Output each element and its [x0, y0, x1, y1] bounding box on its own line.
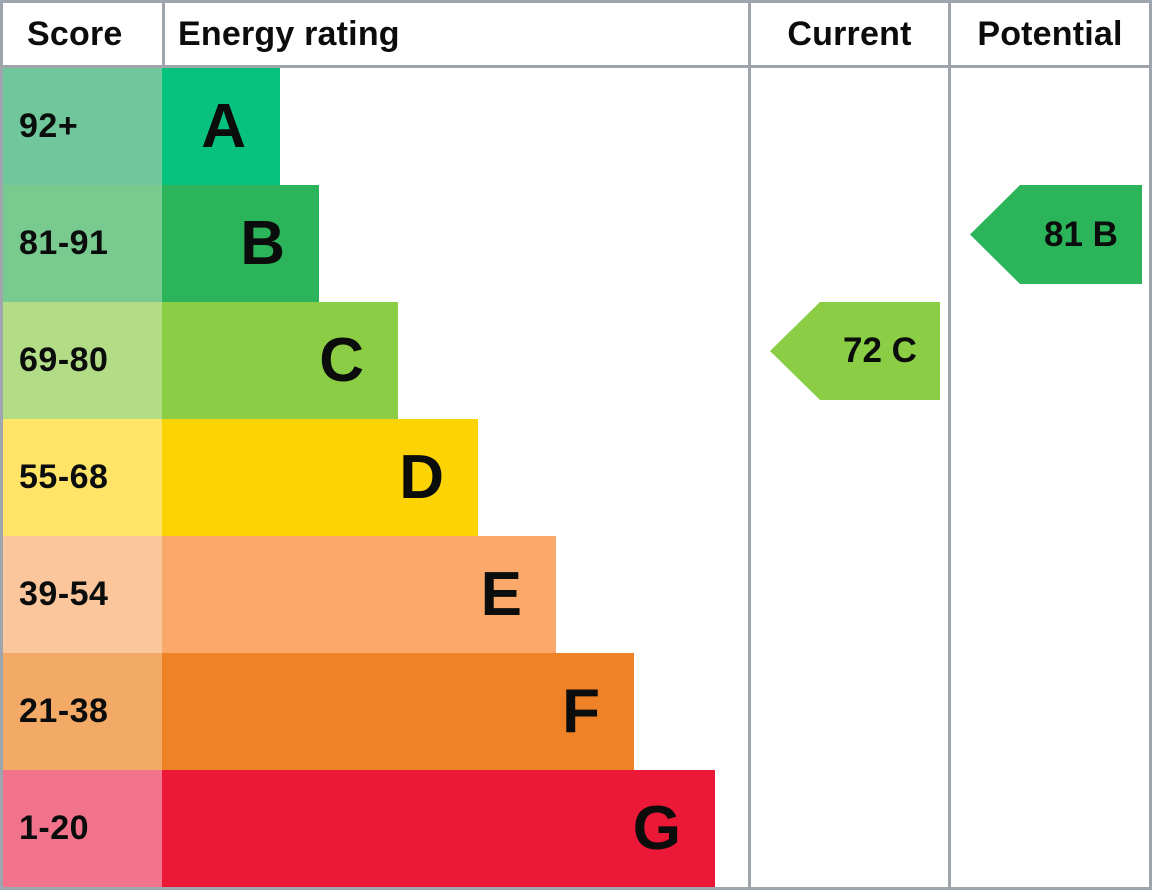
- header-score: Score: [27, 14, 123, 53]
- rating-bar: E: [162, 536, 556, 653]
- rating-letter: G: [632, 793, 681, 863]
- score-range-label: 39-54: [19, 575, 109, 613]
- current-column-divider: [748, 3, 751, 887]
- score-range-label: 92+: [19, 107, 79, 145]
- rating-band-row: 39-54 E: [3, 536, 748, 653]
- score-range-cell: 39-54: [3, 536, 162, 653]
- rating-letter: C: [319, 325, 364, 395]
- score-range-cell: 81-91: [3, 185, 162, 302]
- rating-letter: B: [240, 208, 285, 278]
- rating-letter: F: [562, 676, 600, 746]
- header-current: Current: [787, 14, 912, 53]
- rating-bar: A: [162, 68, 280, 185]
- rating-letter: A: [201, 91, 246, 161]
- header-potential: Potential: [977, 14, 1123, 53]
- score-range-label: 69-80: [19, 341, 109, 379]
- potential-rating-arrow: 81 B: [970, 185, 1142, 284]
- score-range-cell: 92+: [3, 68, 162, 185]
- rating-letter: E: [480, 559, 522, 629]
- rating-band-row: 92+ A: [3, 68, 748, 185]
- score-range-cell: 1-20: [3, 770, 162, 887]
- header-divider-line: [3, 65, 1149, 68]
- rating-bar: B: [162, 185, 319, 302]
- rating-band-row: 1-20 G: [3, 770, 748, 887]
- rating-band-row: 69-80 C: [3, 302, 748, 419]
- score-range-cell: 21-38: [3, 653, 162, 770]
- score-range-label: 81-91: [19, 224, 109, 262]
- header-energy-rating: Energy rating: [178, 14, 400, 53]
- potential-rating-label: 81 B: [1044, 214, 1118, 254]
- score-column-divider: [162, 3, 165, 65]
- rating-letter: D: [399, 442, 444, 512]
- rating-band-row: 81-91 B: [3, 185, 748, 302]
- rating-band-row: 55-68 D: [3, 419, 748, 536]
- score-range-label: 1-20: [19, 809, 90, 847]
- score-range-label: 21-38: [19, 692, 109, 730]
- rating-band-row: 21-38 F: [3, 653, 748, 770]
- current-rating-arrow: 72 C: [770, 302, 940, 400]
- current-rating-label: 72 C: [843, 331, 917, 370]
- score-range-cell: 69-80: [3, 302, 162, 419]
- rating-bar: C: [162, 302, 398, 419]
- rating-bar: D: [162, 419, 478, 536]
- score-range-cell: 55-68: [3, 419, 162, 536]
- score-range-label: 55-68: [19, 458, 109, 496]
- potential-column-divider: [948, 3, 951, 887]
- rating-bar: F: [162, 653, 634, 770]
- rating-bar: G: [162, 770, 715, 887]
